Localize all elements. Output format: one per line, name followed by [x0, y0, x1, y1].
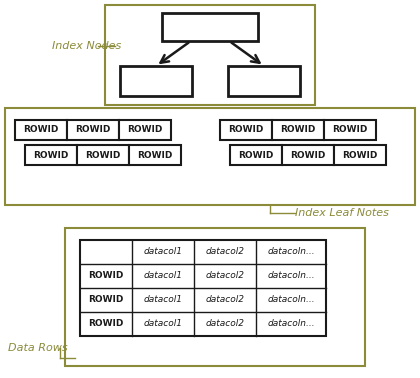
Bar [119, 120, 171, 140]
Text: ROWID: ROWID [280, 125, 316, 135]
Text: Index Leaf Notes: Index Leaf Notes [295, 208, 389, 218]
Text: ROWID: ROWID [88, 319, 123, 328]
Text: ROWID: ROWID [137, 150, 173, 160]
Bar [15, 120, 67, 140]
Text: datacol2: datacol2 [205, 271, 244, 280]
Text: ROWID: ROWID [290, 150, 326, 160]
Text: datacol1: datacol1 [144, 271, 183, 280]
Text: ROWID: ROWID [332, 125, 368, 135]
Bar [80, 240, 326, 336]
Text: datacoln...: datacoln... [267, 296, 315, 305]
Bar [324, 120, 376, 140]
Bar [272, 120, 324, 140]
Bar [65, 228, 365, 366]
Text: ROWID: ROWID [24, 125, 59, 135]
Text: ROWID: ROWID [88, 271, 123, 280]
Text: datacoln...: datacoln... [267, 319, 315, 328]
Text: ROWID: ROWID [127, 125, 163, 135]
Text: ROWID: ROWID [85, 150, 121, 160]
Text: ROWID: ROWID [238, 150, 274, 160]
Bar [77, 145, 129, 165]
Text: datacoln...: datacoln... [267, 248, 315, 257]
Bar [67, 120, 119, 140]
Text: ROWID: ROWID [342, 150, 378, 160]
Bar [5, 108, 415, 205]
Bar [162, 13, 258, 41]
Text: Index Nodes: Index Nodes [52, 41, 121, 51]
Bar [105, 5, 315, 105]
Bar [334, 145, 386, 165]
Bar [230, 145, 282, 165]
Bar [25, 145, 77, 165]
Text: datacol2: datacol2 [205, 319, 244, 328]
Text: ROWID: ROWID [88, 296, 123, 305]
Text: ROWID: ROWID [75, 125, 111, 135]
Text: Data Rows: Data Rows [8, 343, 68, 353]
Text: datacoln...: datacoln... [267, 271, 315, 280]
Bar [120, 66, 192, 96]
Bar [220, 120, 272, 140]
Text: datacol2: datacol2 [205, 248, 244, 257]
Text: ROWID: ROWID [228, 125, 264, 135]
Bar [129, 145, 181, 165]
Bar [282, 145, 334, 165]
Text: datacol1: datacol1 [144, 296, 183, 305]
Bar [228, 66, 300, 96]
Text: datacol2: datacol2 [205, 296, 244, 305]
Text: datacol1: datacol1 [144, 248, 183, 257]
Text: datacol1: datacol1 [144, 319, 183, 328]
Text: ROWID: ROWID [33, 150, 69, 160]
